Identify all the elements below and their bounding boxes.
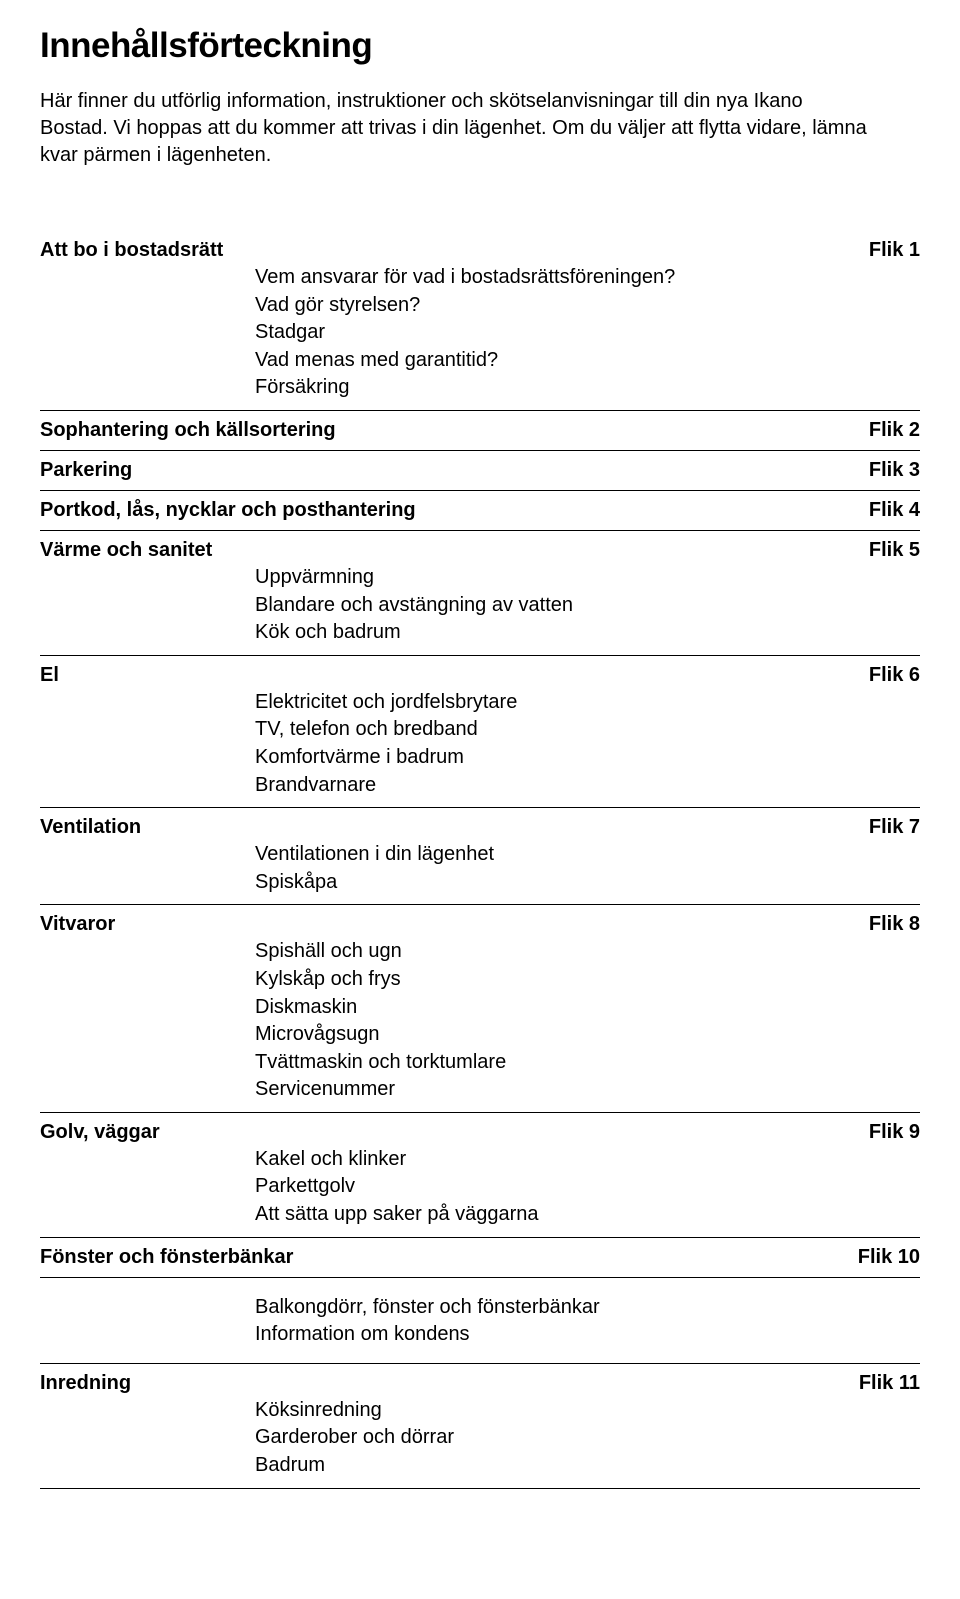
toc-section: Fönster och fönsterbänkar Flik 10 <box>40 1238 920 1278</box>
toc-section: Inredning Flik 11KöksinredningGarderober … <box>40 1364 920 1489</box>
toc-section-tab: Flik 7 <box>869 816 920 839</box>
toc-subitem: Köksinredning <box>255 1397 920 1425</box>
toc-section-tab: Flik 4 <box>869 499 920 522</box>
toc-section-head: Att bo i bostadsrätt Flik 1 <box>40 239 920 262</box>
toc-subitem: Spiskåpa <box>255 869 920 897</box>
toc-section-tab: Flik 1 <box>869 239 920 262</box>
toc-subitem: Blandare och avstängning av vatten <box>255 592 920 620</box>
toc-subitems: KöksinredningGarderober och dörrarBadrum <box>40 1397 920 1480</box>
toc-section: Sophantering och källsortering Flik 2 <box>40 411 920 451</box>
toc-section-title: Sophantering och källsortering <box>40 419 336 442</box>
toc-subitem: Badrum <box>255 1452 920 1480</box>
toc-subitem: Uppvärmning <box>255 564 920 592</box>
toc-section-head: Portkod, lås, nycklar och posthantering F… <box>40 499 920 522</box>
toc-section-head: Ventilation Flik 7 <box>40 816 920 839</box>
toc-subitems: Ventilationen i din lägenhetSpiskåpa <box>40 841 920 896</box>
toc-subitem: Komfortvärme i badrum <box>255 744 920 772</box>
toc-section-title: Vitvaror <box>40 913 115 936</box>
toc-subitems: Spishäll och ugnKylskåp och frysDiskmask… <box>40 938 920 1104</box>
toc-subitem: Kök och badrum <box>255 619 920 647</box>
toc-section-tab: Flik 6 <box>869 664 920 687</box>
toc-section-head: Vitvaror Flik 8 <box>40 913 920 936</box>
toc-subitem: Balkongdörr, fönster och fönsterbänkar <box>255 1294 920 1322</box>
toc-section-title: El <box>40 664 59 687</box>
toc-section-tab: Flik 9 <box>869 1121 920 1144</box>
toc-section-title: Fönster och fönsterbänkar <box>40 1246 293 1269</box>
intro-paragraph: Här finner du utförlig information, inst… <box>40 88 870 169</box>
toc-section: El Flik 6Elektricitet och jordfelsbrytare… <box>40 656 920 808</box>
toc-section-title: Parkering <box>40 459 132 482</box>
toc-subitems: Vem ansvarar för vad i bostadsrättsfören… <box>40 264 920 402</box>
toc-subitem: Diskmaskin <box>255 994 920 1022</box>
toc-subitem: Information om kondens <box>255 1321 920 1349</box>
toc-section-tab: Flik 10 <box>858 1246 920 1269</box>
toc-subitems: Balkongdörr, fönster och fönsterbänkarIn… <box>40 1294 920 1349</box>
toc-section-tab: Flik 8 <box>869 913 920 936</box>
toc-subitem: Brandvarnare <box>255 772 920 800</box>
toc-subitem: Vem ansvarar för vad i bostadsrättsfören… <box>255 264 920 292</box>
toc-section-tab: Flik 2 <box>869 419 920 442</box>
toc-subitem: Kakel och klinker <box>255 1146 920 1174</box>
toc-section-subitems-block: Balkongdörr, fönster och fönsterbänkarIn… <box>40 1278 920 1364</box>
toc-section: Värme och sanitet Flik 5UppvärmningBlanda… <box>40 531 920 656</box>
toc-section-title: Värme och sanitet <box>40 539 212 562</box>
toc-section: Ventilation Flik 7Ventilationen i din läg… <box>40 808 920 905</box>
toc-subitem: Kylskåp och frys <box>255 966 920 994</box>
toc-subitem: Servicenummer <box>255 1076 920 1104</box>
page-title: Innehållsförteckning <box>40 26 920 66</box>
toc-section-title: Att bo i bostadsrätt <box>40 239 223 262</box>
toc-subitem: Spishäll och ugn <box>255 938 920 966</box>
toc-subitem: Vad menas med garantitid? <box>255 347 920 375</box>
toc-section: Vitvaror Flik 8Spishäll och ugnKylskåp oc… <box>40 905 920 1113</box>
toc-subitem: Tvättmaskin och torktumlare <box>255 1049 920 1077</box>
toc-section-head: Inredning Flik 11 <box>40 1372 920 1395</box>
toc-subitem: Microvågsugn <box>255 1021 920 1049</box>
toc-section-title: Portkod, lås, nycklar och posthantering <box>40 499 416 522</box>
toc-subitem: Garderober och dörrar <box>255 1424 920 1452</box>
table-of-contents: Att bo i bostadsrätt Flik 1Vem ansvarar f… <box>40 231 920 1489</box>
toc-section: Portkod, lås, nycklar och posthantering F… <box>40 491 920 531</box>
toc-section-title: Ventilation <box>40 816 141 839</box>
toc-subitem: Elektricitet och jordfelsbrytare <box>255 689 920 717</box>
toc-section-head: Golv, väggar Flik 9 <box>40 1121 920 1144</box>
toc-section-tab: Flik 3 <box>869 459 920 482</box>
toc-subitems: UppvärmningBlandare och avstängning av v… <box>40 564 920 647</box>
toc-subitems: Kakel och klinkerParkettgolvAtt sätta up… <box>40 1146 920 1229</box>
toc-section: Att bo i bostadsrätt Flik 1Vem ansvarar f… <box>40 231 920 411</box>
toc-section-title: Golv, väggar <box>40 1121 160 1144</box>
toc-section-head: Parkering Flik 3 <box>40 459 920 482</box>
toc-subitem: TV, telefon och bredband <box>255 716 920 744</box>
toc-section-head: Sophantering och källsortering Flik 2 <box>40 419 920 442</box>
toc-section-tab: Flik 11 <box>859 1372 920 1395</box>
toc-subitem: Vad gör styrelsen? <box>255 292 920 320</box>
toc-subitem: Ventilationen i din lägenhet <box>255 841 920 869</box>
toc-subitem: Parkettgolv <box>255 1173 920 1201</box>
toc-section: Parkering Flik 3 <box>40 451 920 491</box>
toc-section-title: Inredning <box>40 1372 131 1395</box>
toc-section-head: Värme och sanitet Flik 5 <box>40 539 920 562</box>
toc-subitem: Försäkring <box>255 374 920 402</box>
toc-section-head: Fönster och fönsterbänkar Flik 10 <box>40 1246 920 1269</box>
toc-subitem: Stadgar <box>255 319 920 347</box>
toc-subitem: Att sätta upp saker på väggarna <box>255 1201 920 1229</box>
toc-section-tab: Flik 5 <box>869 539 920 562</box>
toc-section: Golv, väggar Flik 9Kakel och klinkerParke… <box>40 1113 920 1238</box>
toc-section-head: El Flik 6 <box>40 664 920 687</box>
toc-subitems: Elektricitet och jordfelsbrytareTV, tele… <box>40 689 920 799</box>
